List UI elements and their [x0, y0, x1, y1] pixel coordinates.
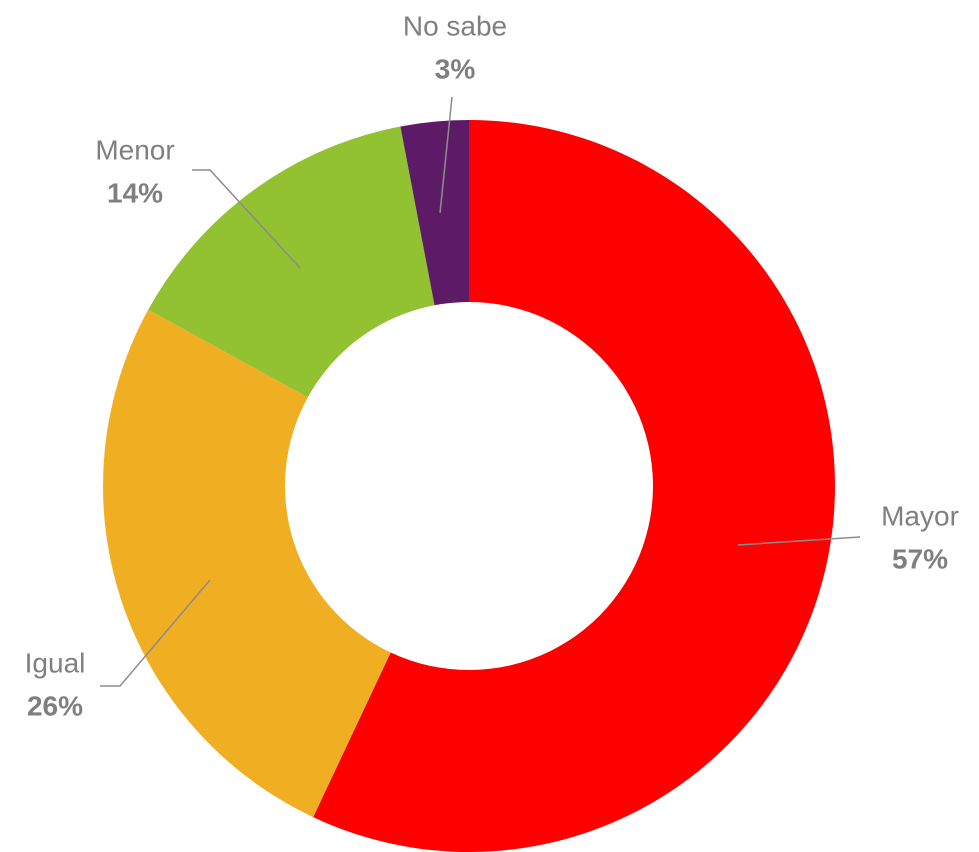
leader-line — [439, 96, 453, 214]
leader-line — [100, 579, 211, 687]
slice-value-label: 14% — [107, 177, 163, 208]
donut-slice — [313, 120, 835, 852]
slice-label: Menor — [95, 134, 174, 165]
leader-line — [192, 169, 301, 269]
donut-slice — [400, 120, 469, 306]
slice-label: Igual — [25, 647, 86, 678]
slice-value-label: 3% — [435, 53, 476, 84]
donut-slice — [102, 309, 391, 818]
slice-value-label: 26% — [27, 690, 83, 721]
leader-line — [737, 536, 861, 546]
donut-slice — [148, 126, 435, 398]
slice-value-label: 57% — [892, 543, 948, 574]
slice-label: Mayor — [881, 500, 959, 531]
slice-label: No sabe — [403, 10, 507, 41]
